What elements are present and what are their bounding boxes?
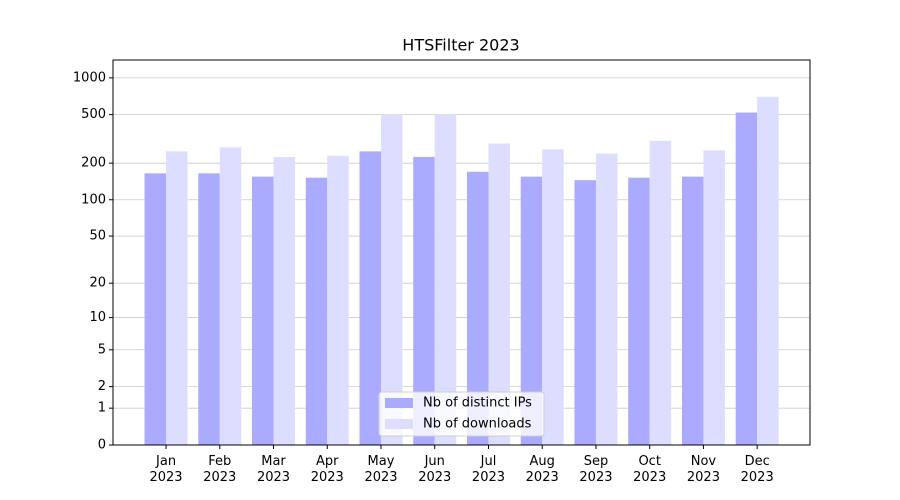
bar: [735, 112, 758, 445]
bar: [595, 153, 618, 445]
bar: [327, 155, 349, 446]
legend-swatch: [385, 398, 413, 408]
x-tick-label: Feb 2023: [203, 454, 236, 485]
bar: [144, 173, 167, 445]
bar: [520, 176, 543, 445]
bar: [380, 114, 403, 445]
x-tick-label: Apr 2023: [311, 454, 344, 485]
legend-swatch: [385, 419, 413, 429]
bar: [434, 114, 457, 445]
y-tick-label: 0: [98, 438, 106, 453]
bar: [413, 156, 435, 445]
bar: [466, 171, 489, 446]
y-tick-label: 1: [98, 401, 106, 416]
x-tick-label: Sep 2023: [579, 454, 612, 485]
y-tick-label: 500: [81, 107, 106, 122]
x-tick-label: May 2023: [364, 454, 397, 485]
bar: [488, 143, 510, 446]
chart-title: HTSFilter 2023: [402, 36, 519, 55]
bar: [273, 156, 296, 445]
y-tick-label: 10: [89, 310, 106, 325]
bar: [628, 177, 650, 446]
x-tick-label: Jun 2023: [418, 454, 451, 485]
x-tick-label: Jan 2023: [149, 454, 182, 485]
bar: [166, 151, 188, 446]
bar: [198, 173, 220, 445]
bar: [649, 140, 672, 445]
x-tick-label: Dec 2023: [741, 454, 774, 485]
bar: [359, 151, 381, 446]
bar: [757, 96, 779, 445]
y-tick-label: 100: [81, 192, 106, 207]
bar: [574, 180, 596, 446]
y-tick-label: 200: [81, 156, 106, 171]
x-tick-label: Nov 2023: [687, 454, 720, 485]
plot-frame: [112, 59, 811, 446]
x-tick-label: Oct 2023: [633, 454, 666, 485]
y-tick-label: 1000: [73, 70, 106, 85]
bar: [219, 147, 242, 445]
legend-label: Nb of downloads: [423, 417, 532, 432]
legend-label: Nb of distinct IPs: [423, 396, 532, 411]
y-tick-label: 50: [89, 229, 106, 244]
x-tick-label: Aug 2023: [526, 454, 559, 485]
x-tick-label: Jul 2023: [472, 454, 505, 485]
bar: [252, 176, 274, 445]
legend-box: [378, 391, 545, 437]
bar: [681, 176, 704, 445]
y-tick-label: 5: [98, 342, 106, 357]
bar: [703, 150, 725, 445]
y-tick-label: 20: [89, 276, 106, 291]
bar: [305, 177, 328, 446]
x-tick-label: Mar 2023: [257, 454, 290, 485]
y-tick-label: 2: [98, 379, 106, 394]
bar: [542, 149, 564, 445]
